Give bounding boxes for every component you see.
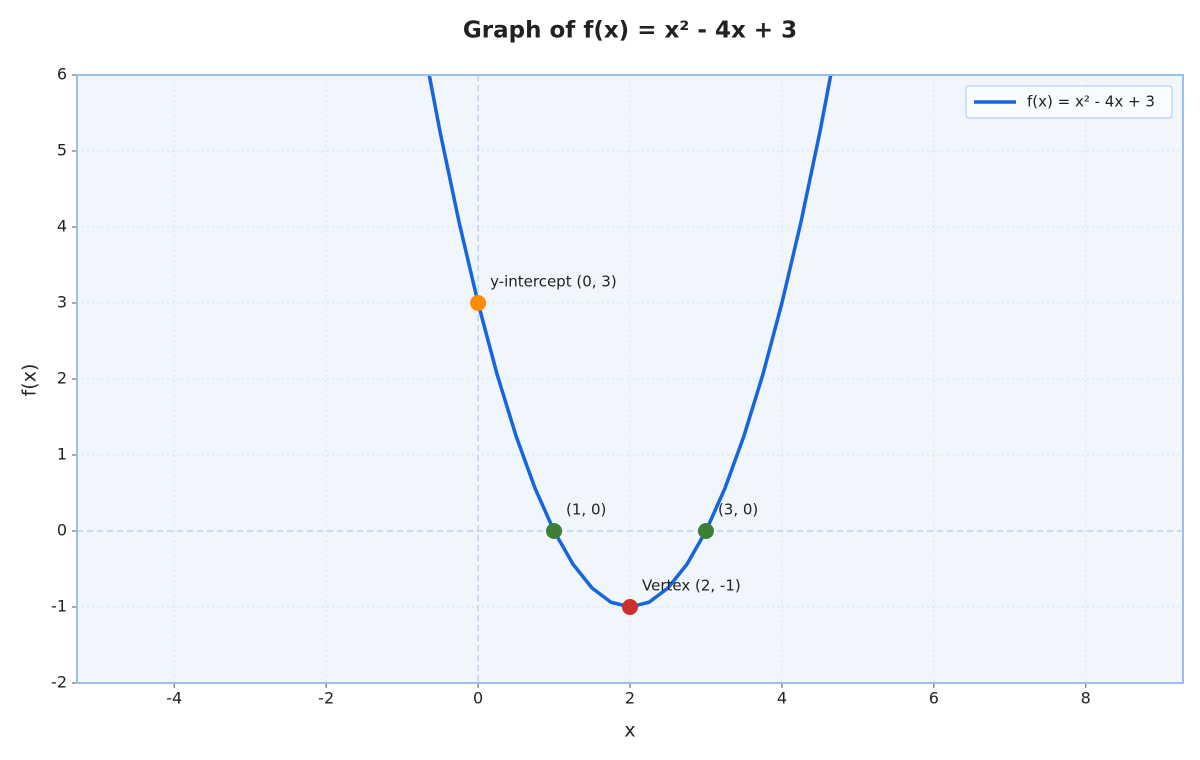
x-tick-label: 6 <box>929 689 939 708</box>
key-point <box>697 523 714 539</box>
legend-box <box>965 85 1173 119</box>
key-point <box>546 523 563 539</box>
y-tick-label: 2 <box>57 369 67 388</box>
y-tick-label: 4 <box>57 217 67 236</box>
x-tick-label: -2 <box>318 689 334 708</box>
y-tick-label: 6 <box>57 65 67 84</box>
point-label: (1, 0) <box>566 501 606 519</box>
point-label: (3, 0) <box>718 501 758 519</box>
key-point <box>470 295 487 311</box>
x-tick-label: 4 <box>777 689 787 708</box>
y-tick-label: -2 <box>51 673 67 692</box>
y-tick-label: -1 <box>51 597 67 616</box>
y-tick-label: 3 <box>57 293 67 312</box>
point-label: Vertex (2, -1) <box>642 577 741 595</box>
plot-border <box>76 74 1184 684</box>
key-point <box>622 599 638 615</box>
y-tick-label: 5 <box>57 141 67 160</box>
overlay: -4 -2 0 2 4 6 8 -2 -1 0 1 2 3 4 5 6 y-intercept (0, 3) (1… <box>51 65 1184 708</box>
legend-label: f(x) = x² - 4x + 3 <box>1027 93 1155 111</box>
chart-title: Graph of f(x) = x² - 4x + 3 <box>463 18 797 44</box>
y-tick-label: 1 <box>57 445 67 464</box>
x-tick-label: 8 <box>1081 689 1091 708</box>
x-tick-label: -4 <box>166 689 182 708</box>
y-axis-label: f(x) <box>19 364 41 397</box>
x-tick-label: 2 <box>625 689 635 708</box>
point-label: y-intercept (0, 3) <box>490 273 617 291</box>
y-tick-label: 0 <box>57 521 67 540</box>
x-axis-label: x <box>624 720 635 742</box>
x-tick-label: 0 <box>473 689 483 708</box>
